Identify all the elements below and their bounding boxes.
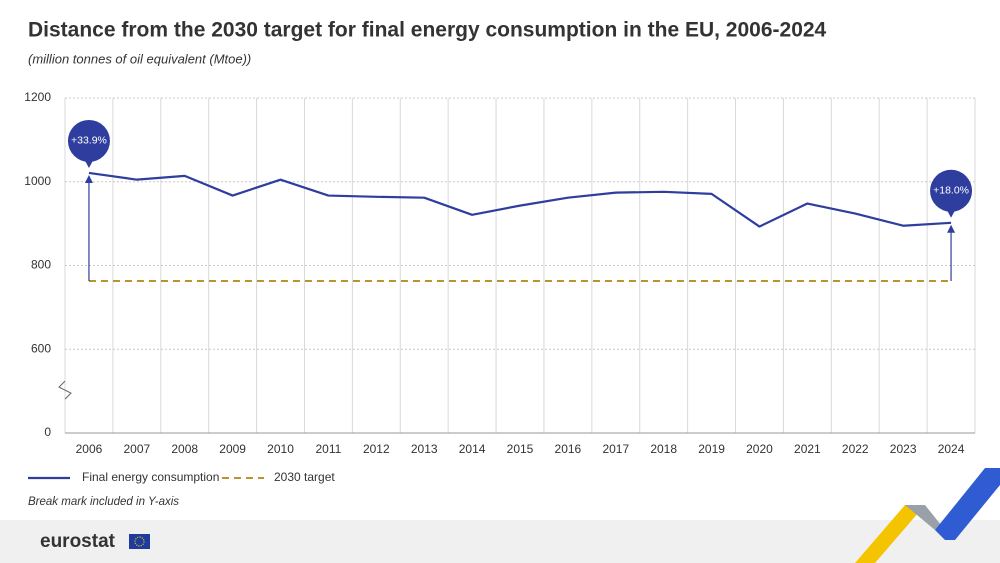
brand: eurostat [40,531,116,552]
arrow-head [947,224,956,233]
x-tick-label: 2017 [602,442,629,456]
y-tick-label: 1000 [24,174,51,188]
y-tick-label: 0 [44,425,51,439]
footer-band [0,520,1000,563]
x-tick-label: 2011 [316,442,342,456]
annotation-label: +33.9% [71,135,107,147]
x-tick-label: 2015 [507,442,534,456]
annotation-bubble [930,169,973,212]
deco-yellow [855,505,925,563]
flag [129,534,150,549]
x-tick-label: 2020 [746,442,773,456]
x-tick-label: 2016 [555,442,582,456]
flag-stars [134,536,145,547]
x-tick-label: 2018 [650,442,677,456]
x-tick-label: 2022 [842,442,869,456]
annotation-bubble [67,119,110,162]
x-tick-label: 2013 [411,442,438,456]
y-tick-label: 1200 [24,90,51,104]
x-tick-label: 2009 [219,442,246,456]
eu-flag [129,534,150,549]
series-line [88,171,952,228]
annotation-label: +18.0% [933,185,969,197]
x-tick-label: 2010 [267,442,294,456]
legend-label: 2030 target [274,470,335,484]
deco-grey [905,505,945,530]
deco-blue [935,468,1000,540]
y-tick-label: 800 [31,258,51,272]
chart-title: Distance from the 2030 target for final … [28,19,827,42]
x-tick-label: 2024 [938,442,965,456]
x-tick-label: 2023 [890,442,917,456]
x-tick-label: 2006 [76,442,103,456]
x-tick-label: 2008 [171,442,198,456]
chart-subtitle: (million tonnes of oil equivalent (Mtoe)… [28,51,251,66]
decoration [855,468,1000,563]
arrow-head [84,174,93,183]
x-tick-label: 2007 [123,442,150,456]
axis-break [58,380,72,400]
x-tick-label: 2014 [459,442,486,456]
y-tick-label: 600 [31,341,51,355]
x-tick-label: 2019 [698,442,725,456]
footnote: Break mark included in Y-axis [28,496,179,508]
legend-label: Final energy consumption [82,470,219,484]
x-tick-label: 2012 [363,442,390,456]
x-tick-label: 2021 [794,442,821,456]
